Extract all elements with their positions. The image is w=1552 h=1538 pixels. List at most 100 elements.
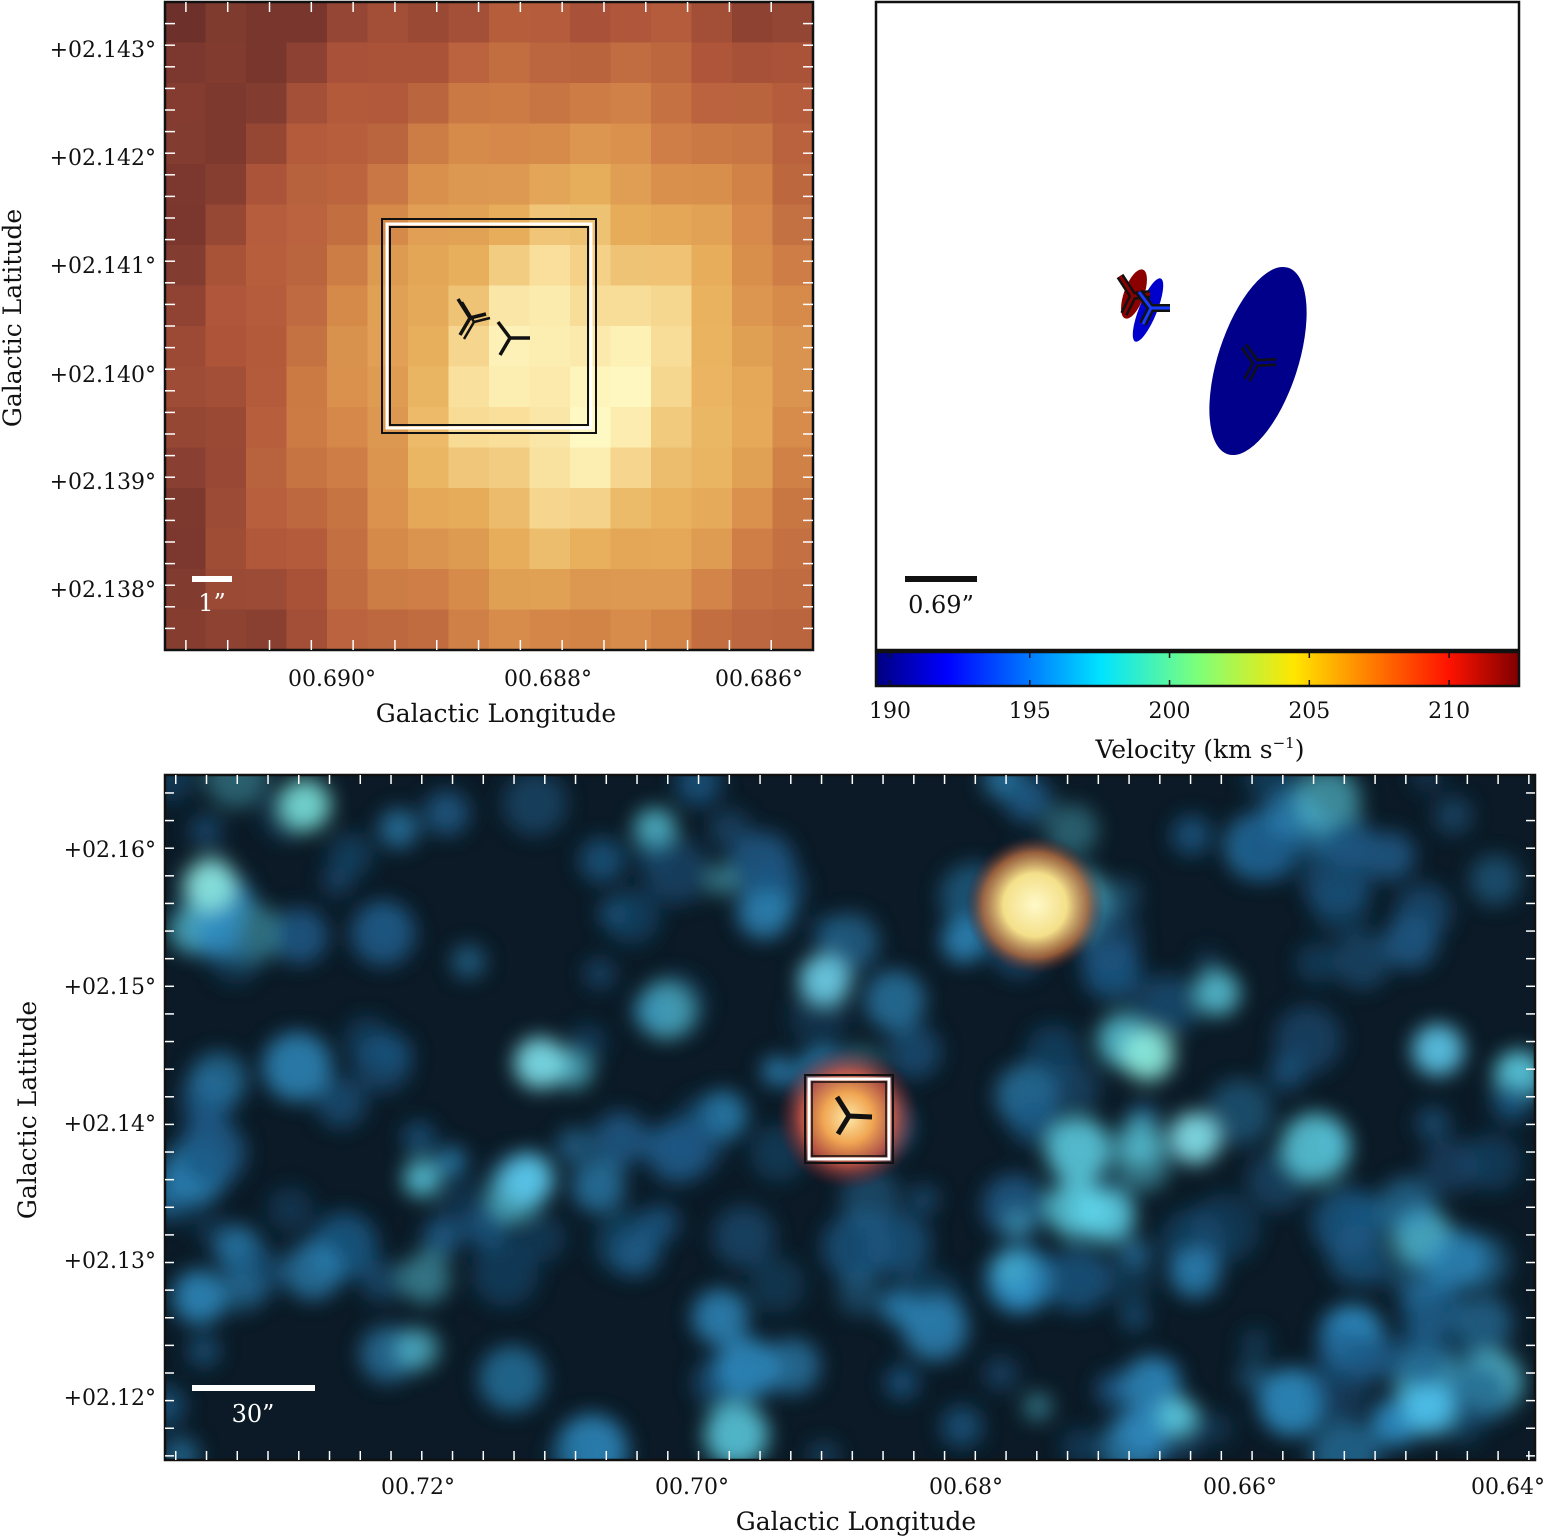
heatmap-cell <box>610 528 652 570</box>
heatmap-cell <box>691 447 733 489</box>
background-blob <box>172 1269 227 1325</box>
heatmap-cell <box>246 407 288 449</box>
heatmap-cell <box>529 366 571 408</box>
heatmap-cell <box>610 285 652 327</box>
background-blob <box>189 814 222 848</box>
heatmap-cell <box>408 83 450 125</box>
top-right-panel: 0.69” 190 195 200 205 210 Velocity (km s… <box>869 0 1521 764</box>
background-blob <box>1099 1414 1166 1460</box>
background-blob <box>218 1269 263 1314</box>
heatmap-cell <box>246 488 288 530</box>
top-left-scalebar-label: 1” <box>198 589 226 617</box>
heatmap-cell <box>286 42 328 84</box>
heatmap-cell <box>732 164 774 206</box>
background-blob <box>423 790 470 836</box>
background-blob <box>283 1242 343 1301</box>
background-blob <box>1301 843 1373 915</box>
heatmap-cell <box>367 83 409 125</box>
bottom-inset-box-white <box>807 1077 891 1161</box>
background-blob <box>1073 1190 1109 1225</box>
heatmap-cell <box>772 2 813 44</box>
heatmap-cell <box>651 204 693 246</box>
colorbar-label-exponent: −1 <box>1273 734 1295 752</box>
background-blob <box>941 1405 983 1448</box>
colorbar-tick-label: 190 <box>869 699 911 724</box>
background-blob <box>555 1127 593 1165</box>
heatmap-cell <box>691 366 733 408</box>
heatmap-cell <box>691 569 733 611</box>
heatmap-cell <box>286 83 328 125</box>
background-blob <box>1416 1106 1450 1141</box>
heatmap-cell <box>489 2 531 44</box>
heatmap-cell <box>448 569 490 611</box>
heatmap-cell <box>732 609 774 650</box>
background-blob <box>262 1032 332 1102</box>
heatmap-cell <box>286 488 328 530</box>
heatmap-cell <box>489 164 531 206</box>
heatmap-cell <box>165 366 207 408</box>
heatmap-cell <box>246 245 288 287</box>
heatmap-cell <box>651 366 693 408</box>
heatmap-cell <box>367 2 409 44</box>
heatmap-cell <box>772 83 813 125</box>
heatmap-cell <box>651 488 693 530</box>
heatmap-cell <box>205 447 247 489</box>
background-blob <box>837 1271 882 1316</box>
heatmap-cell <box>529 447 571 489</box>
heatmap-cell <box>165 123 207 165</box>
background-blob <box>1433 796 1473 835</box>
heatmap-cell <box>772 245 813 287</box>
background-blob <box>1378 1176 1438 1237</box>
heatmap-cell <box>772 488 813 530</box>
bottom-ticks <box>165 775 1535 1460</box>
background-blob <box>1114 1135 1171 1193</box>
background-blob <box>402 1159 441 1198</box>
heatmap-cell <box>408 123 450 165</box>
background-blob <box>1409 775 1444 793</box>
background-blob <box>1310 1420 1381 1460</box>
top-right-marker-large <box>1240 343 1277 382</box>
heatmap-cell <box>448 447 490 489</box>
heatmap-cell <box>205 164 247 206</box>
top-left-xtick-label: 00.688° <box>504 667 592 692</box>
heatmap-cell <box>772 164 813 206</box>
heatmap-cell <box>691 42 733 84</box>
cyan-source <box>1412 1024 1464 1076</box>
heatmap-cell <box>408 326 450 368</box>
heatmap-cell <box>448 528 490 570</box>
heatmap-cell <box>610 204 652 246</box>
heatmap-cell <box>408 366 450 408</box>
heatmap-cell <box>286 407 328 449</box>
heatmap-cell <box>205 326 247 368</box>
background-blob <box>1082 940 1142 1001</box>
heatmap-cell <box>448 164 490 206</box>
background-blob <box>1120 1302 1149 1331</box>
bottom-ytick-label: +02.16° <box>64 838 156 863</box>
heatmap-cell <box>610 164 652 206</box>
background-blob <box>1382 915 1438 970</box>
background-blob <box>471 1240 539 1307</box>
top-left-ytick-label: +02.143° <box>50 38 156 63</box>
heatmap-cell <box>732 204 774 246</box>
heatmap-cell <box>448 366 490 408</box>
bottom-marker <box>834 1095 873 1136</box>
bottom-panel: 30” 00.72° 00.70° 00.68° 00.66° 00.64° +… <box>13 773 1545 1536</box>
heatmap-cell <box>327 204 369 246</box>
heatmap-cell <box>327 407 369 449</box>
bottom-xtick-label: 00.70° <box>655 1475 729 1500</box>
colorbar-label-main: Velocity (km s <box>1095 735 1273 764</box>
heatmap-cell <box>610 245 652 287</box>
colorbar-tick-label: 205 <box>1288 699 1330 724</box>
bottom-heatmap <box>165 775 1535 1460</box>
background-blob <box>736 884 792 940</box>
heatmap-cell <box>651 528 693 570</box>
heatmap-cell <box>327 528 369 570</box>
heatmap-cell <box>570 123 612 165</box>
heatmap-cell <box>489 447 531 489</box>
background-blob <box>548 1441 578 1460</box>
background-blob <box>1100 1250 1155 1305</box>
background-blob <box>517 1213 567 1263</box>
heatmap-cell <box>570 569 612 611</box>
heatmap-cell <box>327 569 369 611</box>
background-blob <box>396 1327 439 1371</box>
